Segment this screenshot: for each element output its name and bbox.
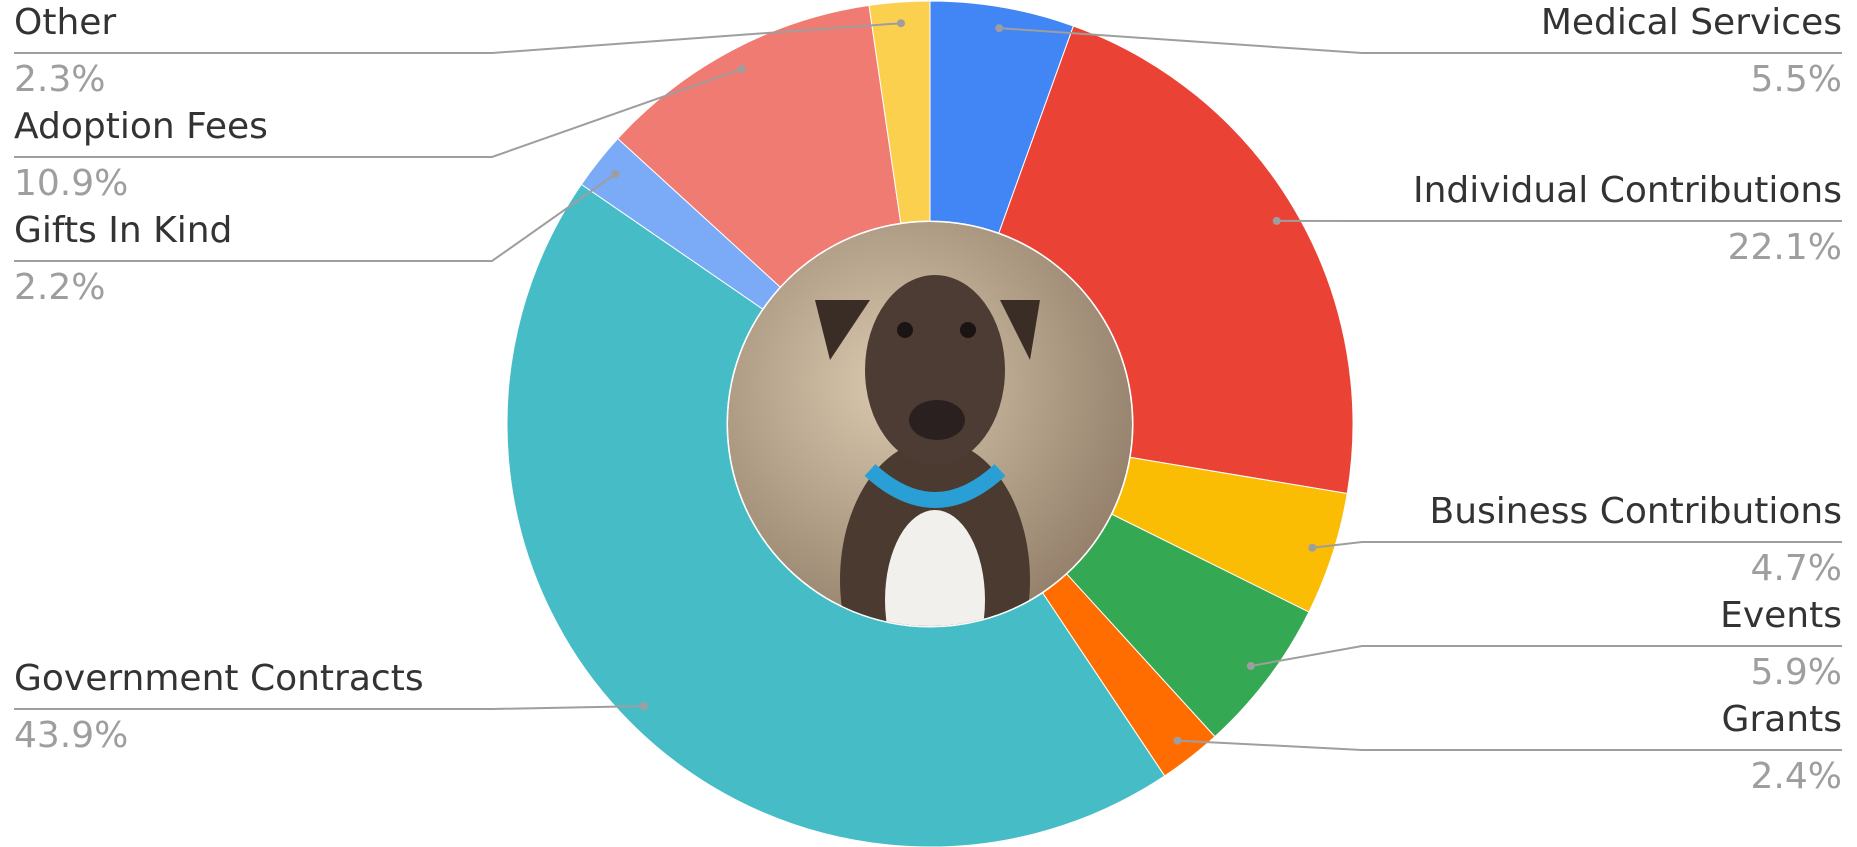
leader-dot — [1272, 216, 1281, 225]
slice — [617, 4, 902, 288]
leader-line — [14, 173, 616, 262]
slice-name: Adoption Fees — [14, 106, 268, 147]
slice — [506, 183, 1166, 847]
slice-name: Other — [14, 2, 116, 43]
slice-name: Medical Services — [1541, 2, 1842, 43]
leader-dot — [1308, 543, 1317, 552]
leader-dot — [995, 24, 1004, 33]
slice-percent: 22.1% — [1728, 227, 1842, 268]
leader-dot — [896, 19, 905, 28]
slice-name: Events — [1720, 595, 1842, 636]
leader-line — [999, 27, 1842, 54]
slice-name: Gifts In Kind — [14, 210, 232, 251]
leader-dot — [1173, 736, 1182, 745]
leader-dot — [639, 702, 648, 711]
slice-percent: 2.4% — [1751, 756, 1842, 797]
slice — [868, 0, 931, 224]
slice-percent: 10.9% — [14, 163, 128, 204]
slice-percent: 2.2% — [14, 267, 105, 308]
leader-dot — [1246, 661, 1255, 670]
slice-percent: 5.9% — [1751, 652, 1842, 693]
slice-percent: 5.5% — [1751, 59, 1842, 100]
slice-percent: 4.7% — [1751, 548, 1842, 589]
leader-dot — [737, 64, 746, 73]
leader-dot — [611, 170, 620, 179]
leader-line — [14, 705, 644, 710]
slice-name: Government Contracts — [14, 658, 424, 699]
leader-line — [1177, 739, 1842, 751]
slice-name: Grants — [1722, 699, 1842, 740]
slice-name: Business Contributions — [1430, 491, 1842, 532]
slice-percent: 2.3% — [14, 59, 105, 100]
slice-name: Individual Contributions — [1413, 170, 1842, 211]
leader-line — [14, 22, 902, 54]
labels: Medical Services 5.5% Individual Contribut… — [14, 2, 1842, 797]
leader-line — [1250, 645, 1842, 667]
slice-percent: 43.9% — [14, 715, 128, 756]
slice — [998, 25, 1354, 495]
center-photo — [728, 222, 1132, 626]
leader-line — [14, 68, 743, 158]
leader-line — [1312, 541, 1842, 549]
slices — [506, 0, 1354, 847]
